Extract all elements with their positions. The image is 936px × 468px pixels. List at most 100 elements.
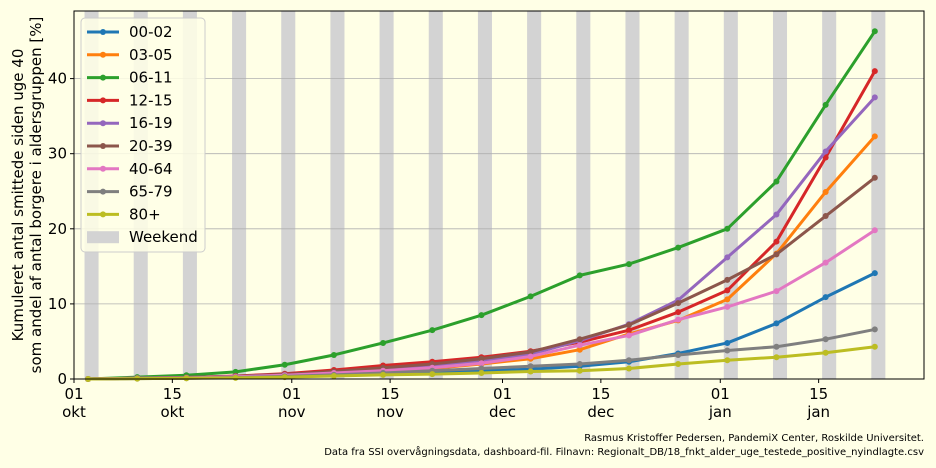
data-point-16-19-14 [773, 211, 780, 218]
weekend-band-9 [527, 11, 542, 379]
data-point-20-39-12 [675, 300, 682, 307]
y-tick-label-40: 40 [48, 70, 67, 88]
legend-entry-06-11: 06-11 [87, 69, 173, 87]
data-point-16-19-15 [822, 148, 829, 155]
legend-swatch-marker-03-05 [100, 51, 106, 58]
data-point-40-64-16 [871, 227, 878, 234]
legend-label-06-11: 06-11 [129, 69, 173, 87]
legend-label-80+: 80+ [129, 205, 161, 223]
line-chart: 01020304001okt15okt01nov15nov01dec15dec0… [9, 10, 925, 421]
data-point-65-79-9 [527, 363, 534, 370]
data-point-40-64-8 [478, 360, 485, 367]
legend-swatch-marker-16-19 [100, 120, 106, 127]
weekend-band-13 [723, 11, 738, 379]
series-80+ [85, 343, 878, 382]
data-point-80+-3 [232, 374, 239, 381]
legend-swatch-marker-06-11 [100, 74, 106, 81]
data-point-65-79-8 [478, 365, 485, 372]
data-point-65-79-12 [675, 351, 682, 358]
weekend-band-12 [674, 11, 689, 379]
x-tick-label-top-3: 15 [381, 385, 400, 403]
data-point-16-19-16 [871, 94, 878, 101]
data-point-40-64-14 [773, 288, 780, 295]
x-tick-label-top-5: 15 [591, 385, 610, 403]
data-point-40-64-10 [576, 342, 583, 349]
data-point-80+-13 [724, 357, 731, 364]
data-point-12-15-14 [773, 238, 780, 245]
x-tick-label-top-2: 01 [282, 385, 301, 403]
data-point-06-11-10 [576, 272, 583, 279]
legend-entry-03-05: 03-05 [87, 46, 173, 64]
data-point-06-11-9 [527, 293, 534, 300]
credits: Rasmus Kristoffer Pedersen, PandemiX Cen… [324, 432, 924, 460]
data-point-12-15-16 [871, 68, 878, 75]
data-point-65-79-15 [822, 336, 829, 343]
weekend-band-16 [871, 11, 886, 379]
legend-label-03-05: 03-05 [129, 46, 173, 64]
y-axis-label-line2: som andel af antal borgere i aldersgrupp… [27, 17, 45, 374]
weekend-band-11 [625, 11, 640, 379]
x-tick-label-bottom-7: jan [806, 403, 830, 421]
data-point-20-39-11 [625, 321, 632, 328]
data-point-06-11-16 [871, 28, 878, 35]
data-point-40-64-12 [675, 316, 682, 323]
data-point-80+-7 [429, 371, 436, 378]
data-point-06-11-6 [380, 339, 387, 346]
x-tick-label-top-4: 01 [493, 385, 512, 403]
legend-label-weekend: Weekend [129, 228, 198, 246]
y-tick-label-30: 30 [48, 145, 67, 163]
legend-label-16-19: 16-19 [129, 114, 173, 132]
legend-swatch-marker-00-02 [100, 29, 106, 35]
data-point-12-15-11 [625, 327, 632, 334]
data-point-80+-14 [773, 354, 780, 361]
data-point-00-02-14 [773, 320, 780, 327]
legend: 00-02 03-05 06-11 12-15 16-19 20-39 40-64 65-79… [80, 17, 206, 253]
data-point-20-39-16 [871, 174, 878, 181]
data-point-03-05-13 [724, 296, 731, 303]
data-point-03-05-16 [871, 133, 878, 140]
legend-label-00-02: 00-02 [129, 23, 173, 41]
data-point-80+-16 [871, 343, 878, 350]
data-point-80+-9 [527, 368, 534, 375]
legend-label-12-15: 12-15 [129, 91, 173, 109]
x-tick-label-top-7: 15 [809, 385, 828, 403]
legend-swatch-marker-80+ [100, 211, 106, 218]
data-point-06-11-4 [281, 361, 288, 368]
data-point-06-11-11 [625, 261, 632, 268]
weekend-band-7 [428, 11, 443, 379]
data-point-03-05-15 [822, 188, 829, 195]
data-point-06-11-3 [232, 368, 239, 375]
data-point-06-11-7 [429, 327, 436, 334]
weekend-band-4 [281, 11, 296, 379]
data-point-20-39-9 [527, 348, 534, 355]
y-tick-label-10: 10 [48, 295, 67, 313]
x-tick-label-bottom-3: nov [376, 403, 404, 421]
data-point-06-11-15 [822, 101, 829, 108]
x-tick-label-bottom-5: dec [587, 403, 614, 421]
legend-entry-12-15: 12-15 [87, 91, 173, 109]
data-point-40-64-9 [527, 353, 534, 360]
data-point-80+-5 [330, 372, 337, 379]
data-point-80+-11 [625, 365, 632, 372]
y-axis-label-line1: Kumuleret antal smittede siden uge 40 [9, 49, 27, 342]
data-point-06-11-8 [478, 312, 485, 319]
legend-swatch-marker-12-15 [100, 97, 106, 104]
legend-swatch-weekend [87, 231, 119, 244]
data-point-20-39-15 [822, 213, 829, 220]
data-point-80+-15 [822, 349, 829, 356]
legend-label-20-39: 20-39 [129, 137, 173, 155]
data-point-65-79-16 [871, 326, 878, 333]
data-point-65-79-14 [773, 343, 780, 350]
data-point-12-15-13 [724, 287, 731, 294]
data-point-03-05-10 [576, 346, 583, 353]
data-point-00-02-13 [724, 339, 731, 346]
data-point-00-02-15 [822, 294, 829, 301]
credits-author: Rasmus Kristoffer Pedersen, PandemiX Cen… [584, 433, 924, 444]
data-point-12-15-15 [822, 154, 829, 161]
data-point-80+-8 [478, 369, 485, 376]
y-tick-label-0: 0 [57, 370, 67, 388]
data-point-80+-10 [576, 367, 583, 374]
legend-label-65-79: 65-79 [129, 183, 173, 201]
legend-entry-weekend: Weekend [87, 228, 198, 246]
legend-swatch-marker-40-64 [100, 165, 106, 172]
